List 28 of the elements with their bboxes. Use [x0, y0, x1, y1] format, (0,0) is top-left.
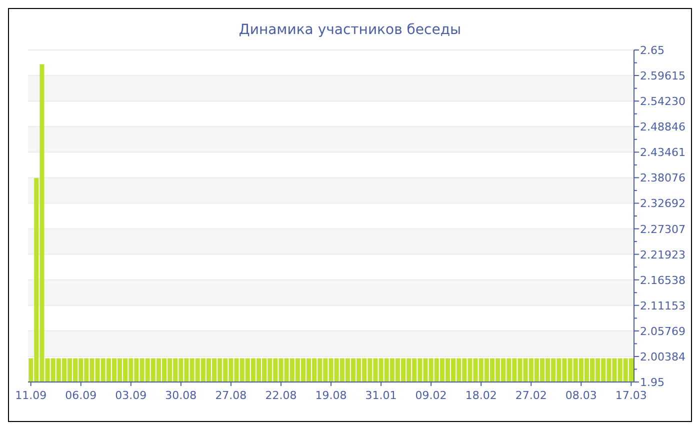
- y-tick-label: 2.32692: [640, 197, 686, 210]
- x-tick-label: 06.09: [65, 389, 97, 402]
- x-tick-label: 31.01: [365, 389, 397, 402]
- y-tick-label: 2.00384: [640, 350, 686, 364]
- y-tick-label: 2.59615: [640, 70, 686, 83]
- x-tick-label: 17.03: [615, 389, 647, 402]
- y-tick-label: 2.38076: [640, 172, 686, 185]
- x-tick-label: 09.02: [415, 389, 447, 402]
- x-tick-label: 03.09: [115, 389, 147, 402]
- y-tick-label: 2.16538: [640, 274, 686, 287]
- y-tick-label: 2.65: [640, 44, 664, 57]
- y-tick-label: 2.43461: [640, 146, 686, 160]
- y-tick-label: 2.11153: [640, 299, 686, 312]
- y-tick-label: 2.54230: [640, 95, 686, 108]
- y-tick-label: 2.48846: [640, 120, 686, 134]
- x-tick-label: 18.02: [465, 389, 497, 402]
- x-tick-label: 30.08: [165, 389, 197, 402]
- x-tick-label: 19.08: [315, 389, 347, 402]
- x-tick-label: 11.09: [15, 389, 47, 402]
- y-tick-label: 1.95: [640, 376, 664, 389]
- x-tick-label: 22.08: [265, 389, 297, 402]
- chart-title: Динамика участников беседы: [238, 22, 462, 38]
- y-tick-label: 2.27307: [640, 222, 686, 236]
- x-tick-label: 27.08: [215, 389, 247, 402]
- x-tick-label: 27.02: [515, 389, 547, 402]
- x-tick-label: 08.03: [565, 389, 597, 402]
- y-tick-label: 2.21923: [640, 248, 686, 262]
- y-tick-label: 2.05769: [640, 324, 686, 338]
